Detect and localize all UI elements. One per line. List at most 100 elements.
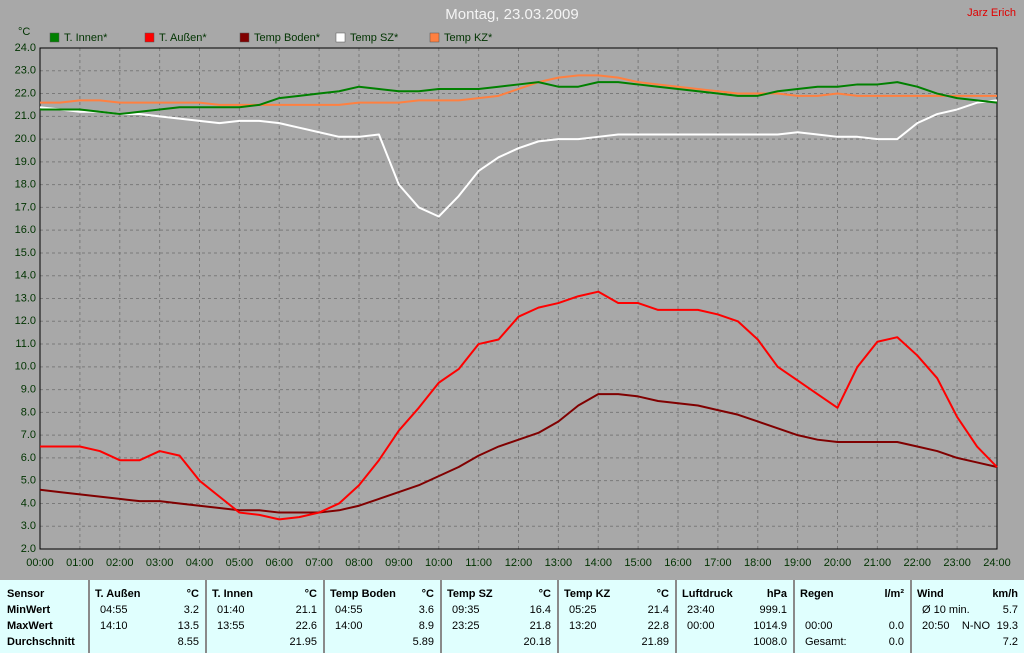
table-cell: 1014.9 bbox=[753, 620, 787, 632]
column-unit: l/m² bbox=[884, 588, 904, 600]
x-tick-label: 01:00 bbox=[66, 557, 94, 569]
table-cell: Ø 10 min. bbox=[922, 604, 970, 616]
x-tick-label: 08:00 bbox=[345, 557, 373, 569]
column-unit: °C bbox=[421, 588, 434, 600]
table-column: Temp KZ °C 05:25 21.4 13:20 22.8 21.89 bbox=[557, 580, 675, 653]
y-tick-label: 2.0 bbox=[21, 543, 36, 555]
table-column: T. Außen °C 04:55 3.2 14:10 13.5 8.55 bbox=[88, 580, 205, 653]
x-tick-label: 14:00 bbox=[584, 557, 612, 569]
column-header: Temp Boden bbox=[330, 588, 396, 600]
table-cell: 01:40 bbox=[217, 604, 245, 616]
y-tick-label: 15.0 bbox=[15, 247, 36, 259]
column-unit: °C bbox=[656, 588, 669, 600]
column-unit: °C bbox=[304, 588, 317, 600]
column-unit: hPa bbox=[766, 588, 787, 600]
y-tick-label: 4.0 bbox=[21, 497, 36, 509]
column-header: Wind bbox=[917, 588, 944, 600]
table-cell: 04:55 bbox=[100, 604, 128, 616]
legend-label: T. Außen* bbox=[159, 32, 207, 44]
table-cell: 21.4 bbox=[647, 604, 669, 616]
x-tick-label: 05:00 bbox=[226, 557, 254, 569]
table-cell: 0.0 bbox=[888, 636, 904, 648]
y-tick-label: 20.0 bbox=[15, 133, 36, 145]
column-header: Luftdruck bbox=[682, 588, 733, 600]
row-label: Sensor bbox=[7, 588, 45, 600]
table-column: Luftdruck hPa 23:40 999.1 00:00 1014.9 1008.0 bbox=[675, 580, 793, 653]
legend-swatch bbox=[49, 32, 60, 43]
table-cell: 0.0 bbox=[888, 620, 904, 632]
table-cell: 21.89 bbox=[641, 636, 669, 648]
table-cell: 8.55 bbox=[177, 636, 199, 648]
table-cell: N-NO bbox=[961, 620, 990, 632]
series-line bbox=[40, 290, 998, 521]
row-label: Durchschnitt bbox=[7, 636, 75, 648]
plot-area bbox=[40, 48, 997, 549]
table-cell: 09:35 bbox=[452, 604, 480, 616]
x-tick-label: 18:00 bbox=[744, 557, 772, 569]
series-line bbox=[39, 99, 998, 218]
column-header: Temp KZ bbox=[564, 588, 611, 600]
x-tick-label: 11:00 bbox=[465, 557, 492, 569]
y-tick-label: 9.0 bbox=[21, 383, 36, 395]
column-header: Regen bbox=[800, 588, 834, 600]
table-cell: 20.18 bbox=[523, 636, 551, 648]
x-tick-label: 19:00 bbox=[784, 557, 812, 569]
table-cell: 21.1 bbox=[295, 604, 317, 616]
x-tick-label: 04:00 bbox=[186, 557, 214, 569]
legend-label: T. Innen* bbox=[64, 32, 108, 44]
series-line bbox=[39, 393, 998, 514]
x-tick-label: 09:00 bbox=[385, 557, 413, 569]
legend-label: Temp SZ* bbox=[350, 32, 399, 44]
y-axis-label: °C bbox=[18, 26, 30, 38]
y-tick-label: 7.0 bbox=[21, 429, 36, 441]
y-tick-label: 17.0 bbox=[15, 201, 36, 213]
table-cell: 5.89 bbox=[412, 636, 434, 648]
y-tick-label: 23.0 bbox=[15, 65, 36, 77]
row-label: MaxWert bbox=[7, 620, 53, 632]
y-tick-label: 11.0 bbox=[15, 338, 36, 350]
author: Jarz Erich bbox=[967, 7, 1016, 19]
x-tick-label: 20:00 bbox=[824, 557, 852, 569]
x-tick-label: 21:00 bbox=[864, 557, 892, 569]
legend-swatch bbox=[144, 32, 155, 43]
table-cell: 05:25 bbox=[569, 604, 597, 616]
y-tick-label: 10.0 bbox=[15, 361, 36, 373]
y-tick-label: 5.0 bbox=[21, 475, 36, 487]
legend-label: Temp KZ* bbox=[444, 32, 493, 44]
table-cell: 5.7 bbox=[1002, 604, 1018, 616]
column-unit: °C bbox=[538, 588, 551, 600]
y-tick-label: 18.0 bbox=[15, 179, 36, 191]
table-cell: Gesamt: bbox=[805, 636, 847, 648]
table-cell: 22.6 bbox=[295, 620, 317, 632]
table-cell: 16.4 bbox=[529, 604, 551, 616]
table-column: Temp Boden °C 04:55 3.6 14:00 8.9 5.89 bbox=[323, 580, 440, 653]
column-header: Temp SZ bbox=[447, 588, 493, 600]
y-tick-label: 19.0 bbox=[15, 156, 36, 168]
series-line bbox=[40, 81, 998, 116]
table-cell: 20:50 bbox=[922, 620, 950, 632]
table-column: Wind km/h Ø 10 min. 5.7 20:50 N-NO 19.3 7.2 bbox=[910, 580, 1024, 653]
table-cell: 19.3 bbox=[996, 620, 1018, 632]
x-tick-label: 24:00 bbox=[983, 557, 1011, 569]
y-tick-label: 16.0 bbox=[15, 224, 36, 236]
table-cell: 00:00 bbox=[687, 620, 715, 632]
row-label: MinWert bbox=[7, 604, 51, 616]
series-line bbox=[40, 74, 997, 106]
x-tick-label: 22:00 bbox=[903, 557, 931, 569]
plot-border bbox=[39, 47, 998, 550]
column-header: T. Außen bbox=[95, 588, 141, 600]
table-cell: 999.1 bbox=[759, 604, 787, 616]
chart: Montag, 23.03.2009 Jarz Erich °C 2.0 3.0 4… bbox=[15, 6, 1016, 569]
x-tick-label: 16:00 bbox=[664, 557, 692, 569]
table-cell: 21.95 bbox=[289, 636, 317, 648]
y-tick-label: 8.0 bbox=[21, 406, 36, 418]
x-tick-label: 17:00 bbox=[704, 557, 732, 569]
legend-swatch bbox=[429, 32, 440, 43]
table-cell: 22.8 bbox=[647, 620, 669, 632]
table-cell: 7.2 bbox=[1002, 636, 1018, 648]
x-tick-label: 15:00 bbox=[624, 557, 652, 569]
table-column: Temp SZ °C 09:35 16.4 23:25 21.8 20.18 bbox=[440, 580, 557, 653]
y-tick-label: 3.0 bbox=[21, 520, 36, 532]
column-unit: °C bbox=[186, 588, 199, 600]
